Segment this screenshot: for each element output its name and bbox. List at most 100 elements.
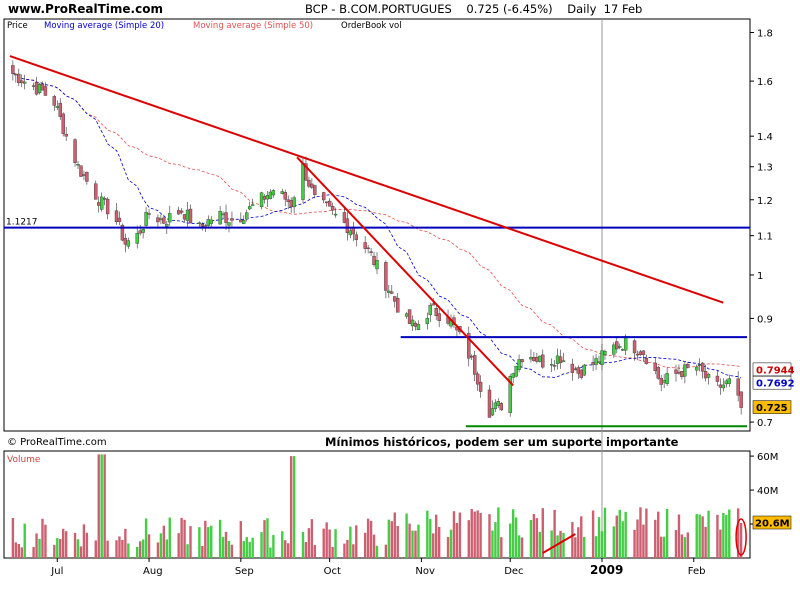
volume-bar: [260, 532, 263, 558]
volume-bar: [44, 524, 47, 558]
candle-body: [697, 364, 702, 366]
candle-body: [333, 213, 338, 216]
candle-body: [185, 209, 190, 221]
volume-bar: [491, 530, 494, 558]
candle-body: [487, 389, 492, 418]
volume-bar: [363, 532, 367, 558]
candle-body: [695, 366, 699, 371]
candle-body: [635, 353, 640, 356]
volume-bar: [352, 544, 355, 558]
candle-body: [724, 380, 729, 385]
volume-bar: [719, 529, 722, 558]
volume-bar: [304, 542, 308, 558]
levels-group: 1.1217: [4, 218, 750, 428]
volume-bar: [375, 545, 379, 558]
copyright: © ProRealTime.com: [7, 437, 107, 448]
volume-bar: [144, 518, 148, 558]
candle-body: [248, 206, 252, 210]
candle-body: [490, 408, 495, 416]
candle-body: [659, 378, 663, 385]
volume-bar: [136, 547, 139, 558]
volume-bar: [559, 530, 562, 558]
volume-bar: [529, 519, 533, 558]
volume-bar: [204, 520, 207, 558]
time-tick-label: Nov: [415, 566, 435, 577]
candle-body: [499, 403, 504, 411]
volume-bar: [343, 543, 346, 558]
candle-body: [85, 172, 89, 182]
candle-body: [97, 202, 101, 206]
legend-price: Price: [7, 21, 28, 31]
volume-bar: [571, 522, 574, 558]
level-label-0: 1.1217: [6, 218, 38, 228]
candle-body: [680, 371, 684, 378]
volume-bar: [476, 510, 479, 558]
volume-bar: [62, 528, 65, 558]
candle-body: [327, 200, 332, 207]
trendlines-group: [9, 55, 724, 387]
volume-bar: [372, 534, 376, 558]
volume-bar: [426, 510, 429, 558]
volume-bar: [349, 526, 352, 558]
candle-body: [369, 251, 373, 253]
volume-bar: [183, 519, 186, 558]
last-price-badge: 0.725: [756, 403, 788, 414]
candle-body: [64, 134, 68, 137]
price-tick-label: 0.9: [757, 314, 773, 325]
volume-bar: [704, 526, 707, 558]
candle-body: [615, 341, 619, 350]
candle-body: [147, 213, 151, 215]
time-tick-label: Oct: [324, 566, 341, 577]
volume-bar: [284, 540, 287, 558]
candle-body: [239, 219, 243, 223]
volume-bar: [449, 529, 453, 558]
volume-bar: [156, 542, 160, 558]
volume-bar: [20, 547, 23, 558]
volume-bar: [38, 538, 41, 558]
time-axis-group: Jul Aug Sep Oct Nov Dec 2009 Feb: [50, 558, 705, 577]
volume-bar: [405, 513, 408, 558]
candle-body: [307, 179, 311, 187]
volume-bar: [411, 530, 414, 558]
candle-body: [262, 196, 267, 200]
ma20-line-group: [12, 73, 742, 379]
volume-bar: [41, 518, 44, 558]
volume-bar: [369, 520, 373, 558]
volume-bar: [600, 531, 604, 558]
volume-bar: [636, 519, 639, 558]
candle-body: [221, 213, 225, 216]
ma50-line-group: [12, 73, 742, 369]
volume-bar: [535, 518, 539, 558]
candle-body: [345, 218, 350, 233]
candle-body: [55, 106, 59, 108]
candle-body: [404, 313, 409, 317]
volume-circle-mark: [735, 518, 747, 556]
candle-body: [292, 197, 296, 208]
time-tick-label: Aug: [143, 566, 163, 577]
volume-bar: [73, 532, 77, 558]
candle-body: [209, 219, 213, 224]
candle-body: [570, 363, 575, 373]
candle-body: [644, 358, 649, 364]
candle-body: [493, 402, 498, 409]
candle-body: [245, 212, 249, 220]
candle-body: [289, 200, 293, 207]
candle-body: [310, 183, 314, 188]
volume-bar: [612, 526, 616, 558]
candle-body: [656, 367, 660, 379]
volume-bar: [325, 522, 328, 558]
annotation: Mínimos históricos, podem ser um suporte…: [325, 435, 679, 449]
chart-title: BCP - B.COM.PORTUGUES 0.725 (-6.45%) Dai…: [305, 2, 642, 16]
candle-body: [416, 324, 421, 330]
volume-bar: [739, 523, 743, 558]
candle-body: [517, 359, 521, 370]
volume-bar: [654, 519, 657, 558]
volume-bar: [520, 537, 524, 558]
volume-bar: [289, 456, 293, 558]
legend-ma50: Moving average (Simple 50): [193, 21, 313, 31]
candle-body: [603, 350, 607, 355]
candle-body: [532, 357, 536, 361]
candle-body: [387, 290, 391, 293]
volume-bar: [218, 519, 222, 558]
volume-bar: [272, 535, 275, 558]
